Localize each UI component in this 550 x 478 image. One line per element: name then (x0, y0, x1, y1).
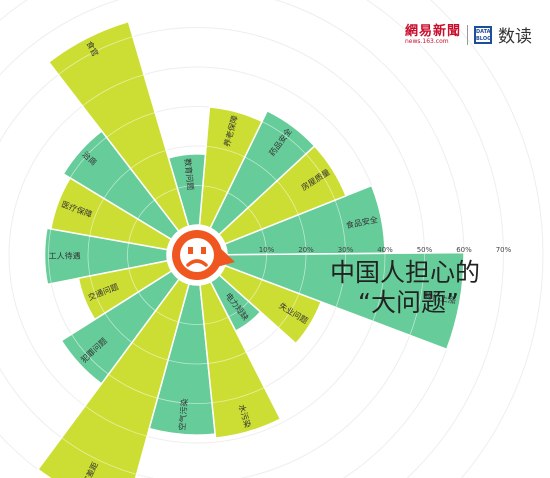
wedge-gridline (87, 235, 91, 277)
wedge-gridline (335, 253, 346, 308)
netease-news-name: 網易新聞 (404, 23, 461, 39)
radial-tick-label: 10% (259, 246, 275, 254)
wedge-gridline (108, 373, 158, 399)
radial-tick-label: 70% (496, 246, 512, 254)
wedge-gridline (261, 121, 307, 155)
wedge-gridline (58, 36, 133, 75)
netease-news-logo: 網易新聞 news.163.com (405, 25, 461, 45)
wedge-gridline (157, 397, 213, 404)
chart-title: 中国人担心的 “大问题” (330, 258, 480, 318)
brand-logos: 網易新聞 news.163.com DATA BLOG 数读 (405, 22, 532, 47)
wedge-6 (47, 20, 190, 233)
wedge-gridline (84, 405, 148, 437)
wedge-1 (223, 184, 386, 256)
wedge-gridline (206, 145, 245, 158)
wedge-gridline (409, 253, 425, 336)
radial-tick-label: 30% (338, 246, 354, 254)
wedge-gridline (207, 351, 247, 364)
wedge-4 (198, 106, 264, 230)
category-label: 工人待遇 (49, 251, 81, 261)
radial-tick-label: 60% (456, 246, 472, 254)
wedge-gridline (104, 312, 133, 343)
wedges (36, 20, 465, 478)
radial-tick-label: 50% (417, 246, 433, 254)
wedge-gridline (106, 112, 156, 138)
grid-ring (0, 0, 504, 478)
wedge-gridline (211, 386, 265, 404)
wedge-gridline (305, 153, 336, 201)
radial-tick-label: 40% (377, 246, 393, 254)
sad-face-icon (172, 230, 235, 280)
wedge-gridline (130, 150, 167, 169)
wedge-gridline (89, 275, 106, 314)
chart-title-line1: 中国人担心的 (330, 258, 481, 287)
wedge-gridline (298, 254, 307, 294)
wedge-gridline (71, 334, 109, 375)
wedge-gridline (89, 198, 105, 236)
wedge-9 (43, 227, 169, 286)
data-blog-badge: DATA BLOG (474, 25, 492, 44)
radial-tick-label: 20% (298, 246, 314, 254)
wedge-gridline (372, 253, 386, 322)
wedge-gridline (131, 342, 169, 361)
logo-divider (467, 24, 468, 45)
wedge-gridline (261, 254, 267, 280)
wedge-3 (209, 109, 316, 236)
data-blog-name: 数读 (498, 27, 532, 47)
wedge-gridline (334, 200, 346, 254)
wedge-gridline (69, 136, 107, 179)
wedge-gridline (297, 214, 307, 255)
radial-axis: 10% 20% 30% 40% 50% 60% 70% (259, 246, 512, 254)
wedge-gridline (244, 156, 278, 182)
category-label: 空气污染 (177, 398, 190, 431)
wedge-gridline (276, 180, 299, 215)
wedge-gridline (61, 437, 137, 475)
wedge-7 (62, 129, 180, 241)
netease-news-url: news.163.com (404, 37, 449, 45)
wedge-gridline (103, 168, 131, 199)
chart-title-line2: “大问题” (358, 288, 459, 317)
wedge-gridline (82, 74, 145, 107)
category-label: 教育问题 (183, 158, 196, 191)
wedge-12 (36, 278, 190, 478)
wedge-gridline (48, 228, 52, 284)
wedge-gridline (277, 293, 300, 328)
wedge-gridline (167, 359, 209, 365)
